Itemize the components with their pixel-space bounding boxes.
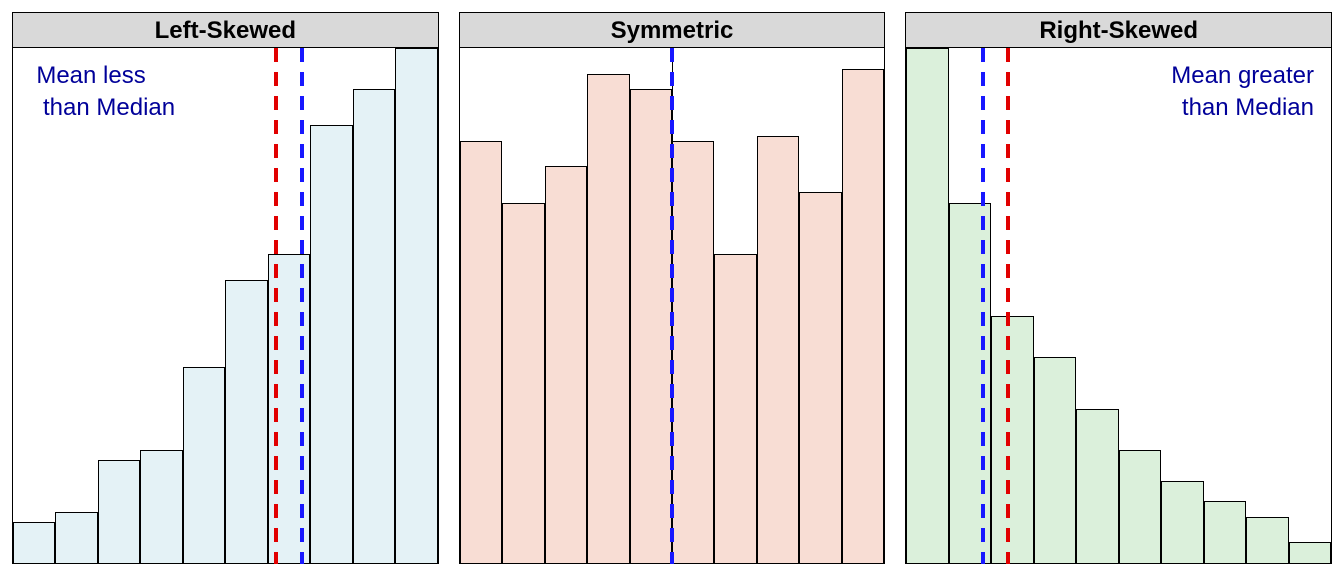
annotation-line: Mean greater (1171, 62, 1314, 90)
panel-title: Symmetric (459, 12, 886, 48)
panel-title: Right-Skewed (905, 12, 1332, 48)
bar (460, 141, 502, 563)
bar (140, 450, 182, 563)
bar (630, 89, 672, 563)
panel-symmetric: Symmetric (459, 12, 886, 564)
panel-title: Left-Skewed (12, 12, 439, 48)
plot-area: Mean greater than Median (905, 48, 1332, 564)
bars-container (13, 48, 438, 563)
bar (587, 74, 629, 563)
bar (98, 460, 140, 563)
bar (183, 367, 225, 563)
annotation-line: Mean less (36, 62, 145, 90)
bar (714, 254, 756, 563)
panel-right-skewed: Right-SkewedMean greater than Median (905, 12, 1332, 564)
bar (310, 125, 352, 563)
bar (906, 48, 948, 563)
bar (13, 522, 55, 563)
bar (1289, 542, 1331, 563)
bar (55, 512, 97, 564)
plot-area (459, 48, 886, 564)
bar (991, 316, 1033, 563)
annotation-line: than Median (36, 94, 175, 122)
plot-area: Mean less than Median (12, 48, 439, 564)
bar (1161, 481, 1203, 563)
bar (225, 280, 267, 563)
bar (799, 192, 841, 563)
bar (1034, 357, 1076, 563)
bar (502, 203, 544, 564)
annotation-line: than Median (1175, 94, 1314, 122)
bar (395, 48, 437, 563)
bar (842, 69, 884, 563)
bar (1076, 409, 1118, 564)
bar (353, 89, 395, 563)
bar (1246, 517, 1288, 563)
bar (672, 141, 714, 563)
bar (1119, 450, 1161, 563)
bar (757, 136, 799, 563)
bar (1204, 501, 1246, 563)
figure-canvas: Left-SkewedMean less than MedianSymmetri… (0, 0, 1344, 576)
bar (545, 166, 587, 563)
bar (949, 203, 991, 564)
panel-left-skewed: Left-SkewedMean less than Median (12, 12, 439, 564)
bars-container (906, 48, 1331, 563)
